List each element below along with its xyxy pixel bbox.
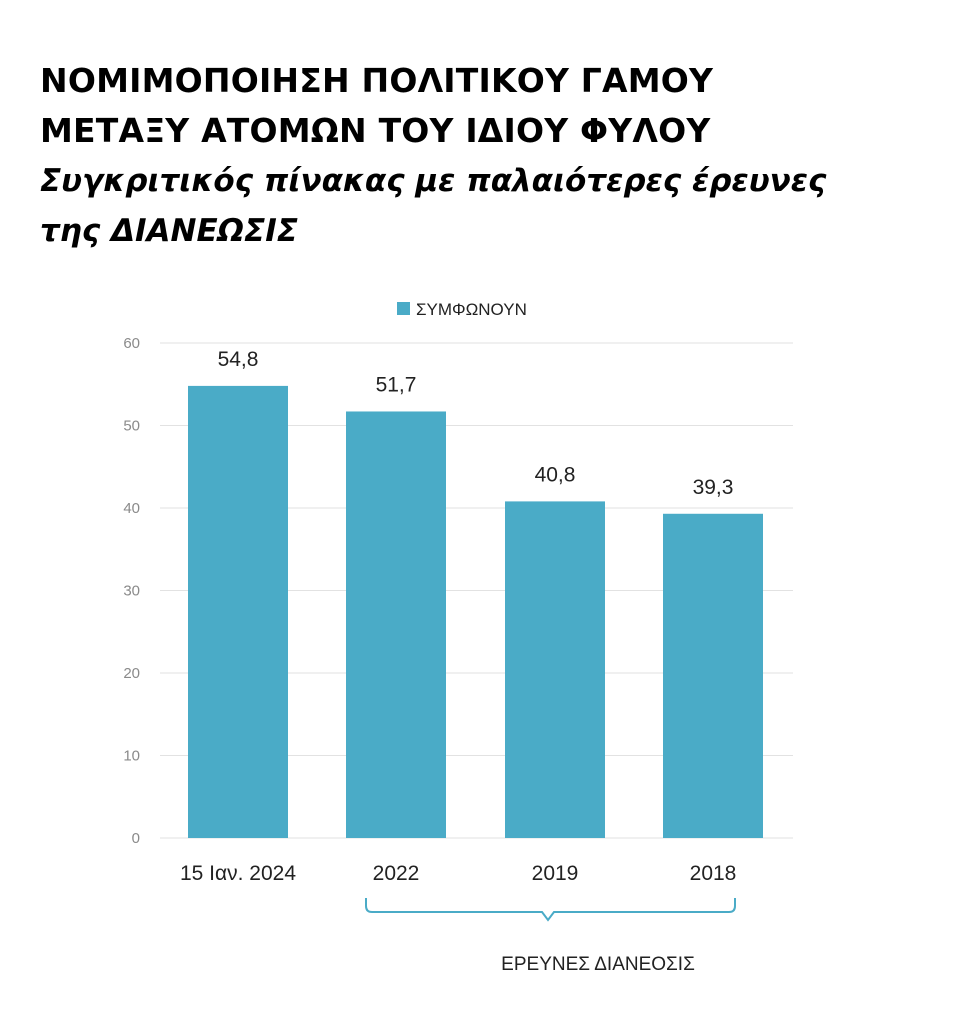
y-tick-label: 50 <box>123 418 140 435</box>
bar <box>346 411 446 838</box>
chart-title-line-1: ΝΟΜΙΜΟΠΟΙΗΣΗ ΠΟΛΙΤΙΚΟΥ ΓΑΜΟΥ <box>40 61 714 100</box>
data-label: 51,7 <box>376 373 417 396</box>
x-category-label: 2018 <box>690 862 737 885</box>
chart-title-line-2: ΜΕΤΑΞΥ ΑΤΟΜΩΝ ΤΟΥ ΙΔΙΟΥ ΦΥΛΟΥ <box>40 111 711 150</box>
y-tick-label: 60 <box>123 335 140 352</box>
chart-subtitle-line-1: Συγκριτικός πίνακας με παλαιότερες έρευν… <box>40 163 827 199</box>
legend-swatch <box>397 302 410 315</box>
header: ΝΟΜΙΜΟΠΟΙΗΣΗ ΠΟΛΙΤΙΚΟΥ ΓΑΜΟΥ ΜΕΤΑΞΥ ΑΤΟΜ… <box>40 56 930 256</box>
data-label: 40,8 <box>535 463 576 486</box>
bar <box>505 501 605 838</box>
data-label: 39,3 <box>693 476 734 499</box>
data-label: 54,8 <box>218 348 259 371</box>
x-category-label: 2019 <box>532 862 579 885</box>
y-tick-label: 20 <box>123 665 140 682</box>
x-category-label: 15 Ιαν. 2024 <box>180 862 296 885</box>
y-tick-label: 10 <box>123 748 140 765</box>
group-annotation-label: ΕΡΕΥΝΕΣ ΔΙΑΝΕΟΣΙΣ <box>501 954 695 975</box>
group-bracket <box>365 898 736 922</box>
chart-subtitle-line-2: της ΔΙΑΝΕΩΣΙΣ <box>40 213 298 249</box>
bar <box>188 385 288 838</box>
y-tick-label: 30 <box>123 583 140 600</box>
x-category-label: 2022 <box>373 862 420 885</box>
y-tick-label: 0 <box>132 830 140 847</box>
legend-label: ΣΥΜΦΩΝΟΥΝ <box>416 300 527 319</box>
y-tick-label: 40 <box>123 500 140 517</box>
bar <box>663 513 763 838</box>
